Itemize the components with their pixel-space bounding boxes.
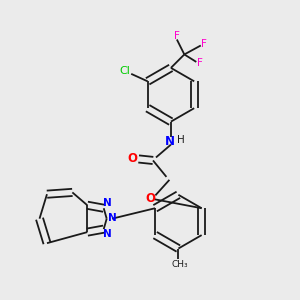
Text: F: F (201, 39, 207, 49)
Text: N: N (164, 134, 174, 148)
Text: F: F (174, 31, 180, 41)
Text: N: N (103, 199, 112, 208)
Text: O: O (146, 192, 156, 205)
Text: CH₃: CH₃ (172, 260, 188, 269)
Text: N: N (103, 229, 112, 239)
Text: F: F (197, 58, 203, 68)
Text: N: N (108, 213, 116, 224)
Text: O: O (127, 152, 137, 165)
Text: Cl: Cl (119, 66, 130, 76)
Text: H: H (177, 135, 184, 146)
